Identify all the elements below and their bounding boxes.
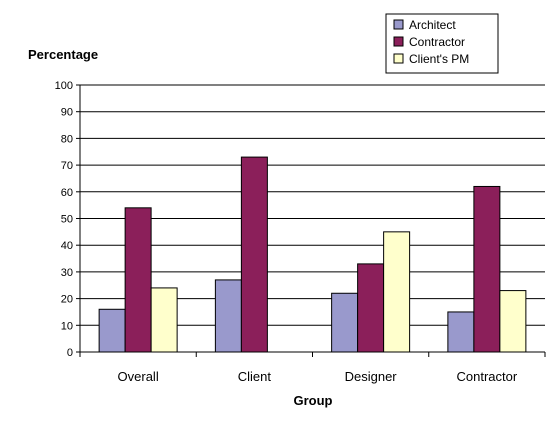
y-tick-label: 30 bbox=[61, 267, 73, 279]
y-tick-label: 40 bbox=[61, 240, 73, 252]
y-tick-label: 10 bbox=[61, 320, 73, 332]
axes bbox=[79, 85, 545, 353]
legend-label: Contractor bbox=[409, 35, 465, 49]
y-tick-labels: 0 10 20 30 40 50 60 70 80 90 100 bbox=[55, 80, 73, 359]
x-category-label: Contractor bbox=[457, 369, 518, 384]
legend-label: Client's PM bbox=[409, 52, 469, 66]
bar-architect-contractor bbox=[447, 311, 475, 353]
x-category-label: Overall bbox=[118, 369, 159, 384]
bar-architect-overall bbox=[98, 308, 126, 353]
legend-box bbox=[385, 13, 499, 74]
x-axis-title: Group bbox=[294, 393, 333, 408]
y-tick-label: 50 bbox=[61, 214, 73, 226]
y-tick-label: 70 bbox=[61, 160, 73, 172]
x-category-labels: Overall Client Designer Contractor bbox=[118, 369, 518, 384]
bar-contractor-contractor bbox=[473, 185, 501, 353]
bar-client-s-pm-contractor bbox=[499, 290, 527, 353]
bar-contractor-designer bbox=[357, 263, 385, 353]
bar-contractor-overall bbox=[124, 207, 152, 353]
bar-client-s-pm-overall bbox=[150, 287, 178, 353]
y-axis-title: Percentage bbox=[28, 47, 98, 62]
y-tick-label: 20 bbox=[61, 294, 73, 306]
legend-swatch bbox=[393, 36, 404, 47]
y-tick-label: 60 bbox=[61, 187, 73, 199]
x-category-label: Designer bbox=[345, 369, 398, 384]
x-category-label: Client bbox=[238, 369, 272, 384]
y-tick-label: 0 bbox=[67, 347, 73, 359]
bar-architect-client bbox=[214, 279, 242, 353]
y-tick-label: 80 bbox=[61, 133, 73, 145]
legend-swatch bbox=[393, 53, 404, 64]
y-tick-label: 100 bbox=[55, 80, 73, 92]
gridlines bbox=[76, 84, 546, 357]
bar-client-s-pm-designer bbox=[383, 231, 411, 353]
legend-swatch bbox=[393, 19, 404, 30]
y-tick-label: 90 bbox=[61, 107, 73, 119]
bar-contractor-client bbox=[240, 156, 268, 353]
bars bbox=[98, 156, 527, 353]
legend-label: Architect bbox=[409, 18, 456, 32]
bar-architect-designer bbox=[331, 292, 359, 353]
legend: Architect Contractor Client's PM bbox=[385, 13, 499, 74]
